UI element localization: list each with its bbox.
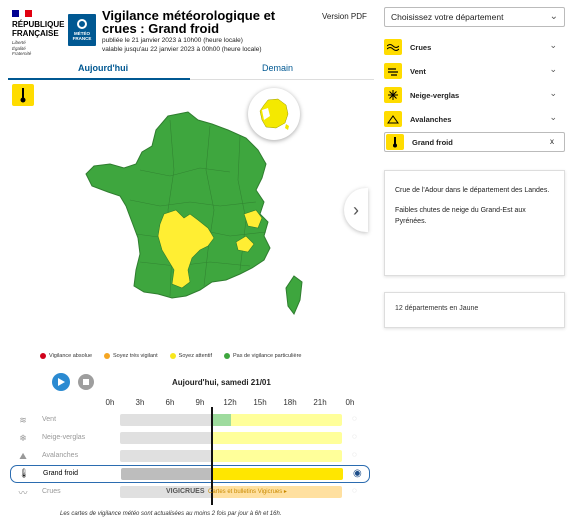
phenomenon-vent[interactable]: Vent ⌄: [384, 61, 565, 81]
eye-visible-icon[interactable]: ◉: [353, 468, 362, 479]
rf-motto: Liberté Égalité Fraternité: [12, 40, 32, 56]
description-panel: Crue de l'Adour dans le département des …: [384, 170, 565, 276]
eye-hidden-icon[interactable]: ◌: [352, 450, 357, 459]
thermometer-icon: 🌡: [18, 467, 30, 478]
tab-divider: [190, 79, 374, 80]
snow-icon: [384, 87, 402, 103]
avalanche-icon: ⛰: [19, 450, 27, 461]
department-count-panel: 12 départements en Jaune: [384, 292, 565, 328]
description-crues: Crue de l'Adour dans le département des …: [395, 187, 550, 194]
phenomenon-grand-froid[interactable]: Grand froid x: [384, 132, 565, 152]
phenomenon-avalanches[interactable]: Avalanches ⌄: [384, 109, 565, 129]
timeline-row-vent[interactable]: ≋ Vent ◌: [10, 413, 370, 427]
timeline-bar-neige-verglas: [120, 432, 342, 444]
rf-name-line1: RÉPUBLIQUE: [12, 20, 65, 29]
eye-hidden-icon[interactable]: ◌: [352, 486, 357, 495]
thermometer-icon: [386, 134, 404, 150]
timeline-hours: 0h 3h 6h 9h 12h 15h 18h 21h 0h: [105, 398, 355, 407]
wind-icon: [384, 63, 402, 79]
chevron-down-icon: ⌄: [549, 112, 557, 122]
department-select[interactable]: Choisissez votre département ⌄: [384, 7, 565, 27]
french-flag-icon: [12, 10, 33, 17]
meteo-france-logo: MÉTÉO FRANCE: [68, 14, 96, 46]
tab-today[interactable]: Aujourd'hui: [78, 63, 129, 73]
publication-info: publiée le 21 janvier 2023 à 10h00 (heur…: [102, 36, 262, 54]
timeline-row-grand-froid[interactable]: 🌡 Grand froid ◉: [10, 465, 370, 483]
phenomenon-neige-verglas[interactable]: Neige-verglas ⌄: [384, 85, 565, 105]
play-icon: [58, 378, 65, 386]
phenomenon-crues[interactable]: Crues ⌄: [384, 37, 565, 57]
flood-icon: [384, 39, 402, 55]
eye-hidden-icon[interactable]: ◌: [352, 432, 357, 441]
timeline-bar-crues: [120, 486, 342, 498]
chevron-down-icon: ⌄: [549, 11, 558, 22]
wind-icon: ≋: [19, 414, 27, 425]
department-count: 12 départements en Jaune: [395, 305, 479, 312]
map-mainland-france: [85, 111, 271, 299]
eye-hidden-icon[interactable]: ◌: [352, 414, 357, 423]
map-yellow-zone-east: [243, 209, 263, 229]
version-pdf-link[interactable]: Version PDF: [322, 12, 367, 21]
rf-name-line2: FRANÇAISE: [12, 29, 59, 38]
legend-item-yellow: Soyez attentif: [169, 353, 212, 359]
legend-item-green: Pas de vigilance particulière: [223, 353, 301, 359]
update-note: Les cartes de vigilance météo sont actua…: [60, 511, 282, 517]
page-title: Vigilance météorologique et crues : Gran…: [102, 8, 276, 36]
legend-item-orange: Soyez très vigilant: [104, 353, 158, 359]
stop-icon: [83, 379, 89, 385]
snow-icon: ❄: [19, 432, 27, 443]
play-button[interactable]: [52, 373, 70, 391]
description-neige: Faibles chutes de neige du Grand-Est aux…: [395, 207, 526, 225]
chevron-down-icon: ⌄: [549, 40, 557, 50]
thermometer-icon: [20, 88, 26, 103]
timeline-cursor[interactable]: [211, 407, 213, 505]
published-date: publiée le 21 janvier 2023 à 10h00 (heur…: [102, 37, 243, 44]
timeline-bar-vent: [120, 414, 342, 426]
map-yellow-zone-center: [157, 209, 215, 289]
close-icon[interactable]: x: [550, 137, 554, 146]
chevron-down-icon: ⌄: [549, 64, 557, 74]
vigicrues-logo: VIGICRUES: [166, 488, 205, 495]
meteo-france-emblem-icon: [77, 19, 87, 29]
legend-item-red: Vigilance absolue: [40, 353, 92, 359]
stop-button[interactable]: [78, 374, 94, 390]
republique-francaise-logo: RÉPUBLIQUE FRANÇAISE Liberté Égalité Fra…: [12, 10, 65, 57]
map-corsica: [285, 275, 303, 315]
valid-until: valable jusqu'au 22 janvier 2023 à 00h00…: [102, 46, 262, 53]
map-inset-overview[interactable]: [248, 88, 300, 140]
vigilance-map[interactable]: [80, 110, 320, 330]
timeline-row-avalanches[interactable]: ⛰ Avalanches ◌: [10, 449, 370, 463]
timeline-row-crues[interactable]: 〰 Crues ◌: [10, 485, 370, 499]
timeline-row-neige-verglas[interactable]: ❄ Neige-verglas ◌: [10, 431, 370, 445]
active-phenomenon-badge: [12, 84, 34, 106]
chevron-down-icon: ⌄: [549, 88, 557, 98]
map-legend: Vigilance absolue Soyez très vigilant So…: [40, 353, 301, 359]
avalanche-icon: [384, 111, 402, 127]
next-map-arrow-button[interactable]: ›: [344, 188, 368, 232]
map-yellow-zone-alps: [235, 235, 255, 253]
timeline-bar-grand-froid: [121, 468, 343, 480]
chevron-right-icon: ›: [353, 199, 359, 220]
vigicrues-link[interactable]: Cartes et bulletins Vigicrues ▸: [208, 489, 287, 495]
tab-active-indicator: [8, 78, 190, 80]
flood-icon: 〰: [18, 487, 28, 498]
tab-tomorrow[interactable]: Demain: [262, 63, 294, 73]
timeline-bar-avalanches: [120, 450, 342, 462]
timeline-date: Aujourd'hui, samedi 21/01: [172, 378, 271, 387]
